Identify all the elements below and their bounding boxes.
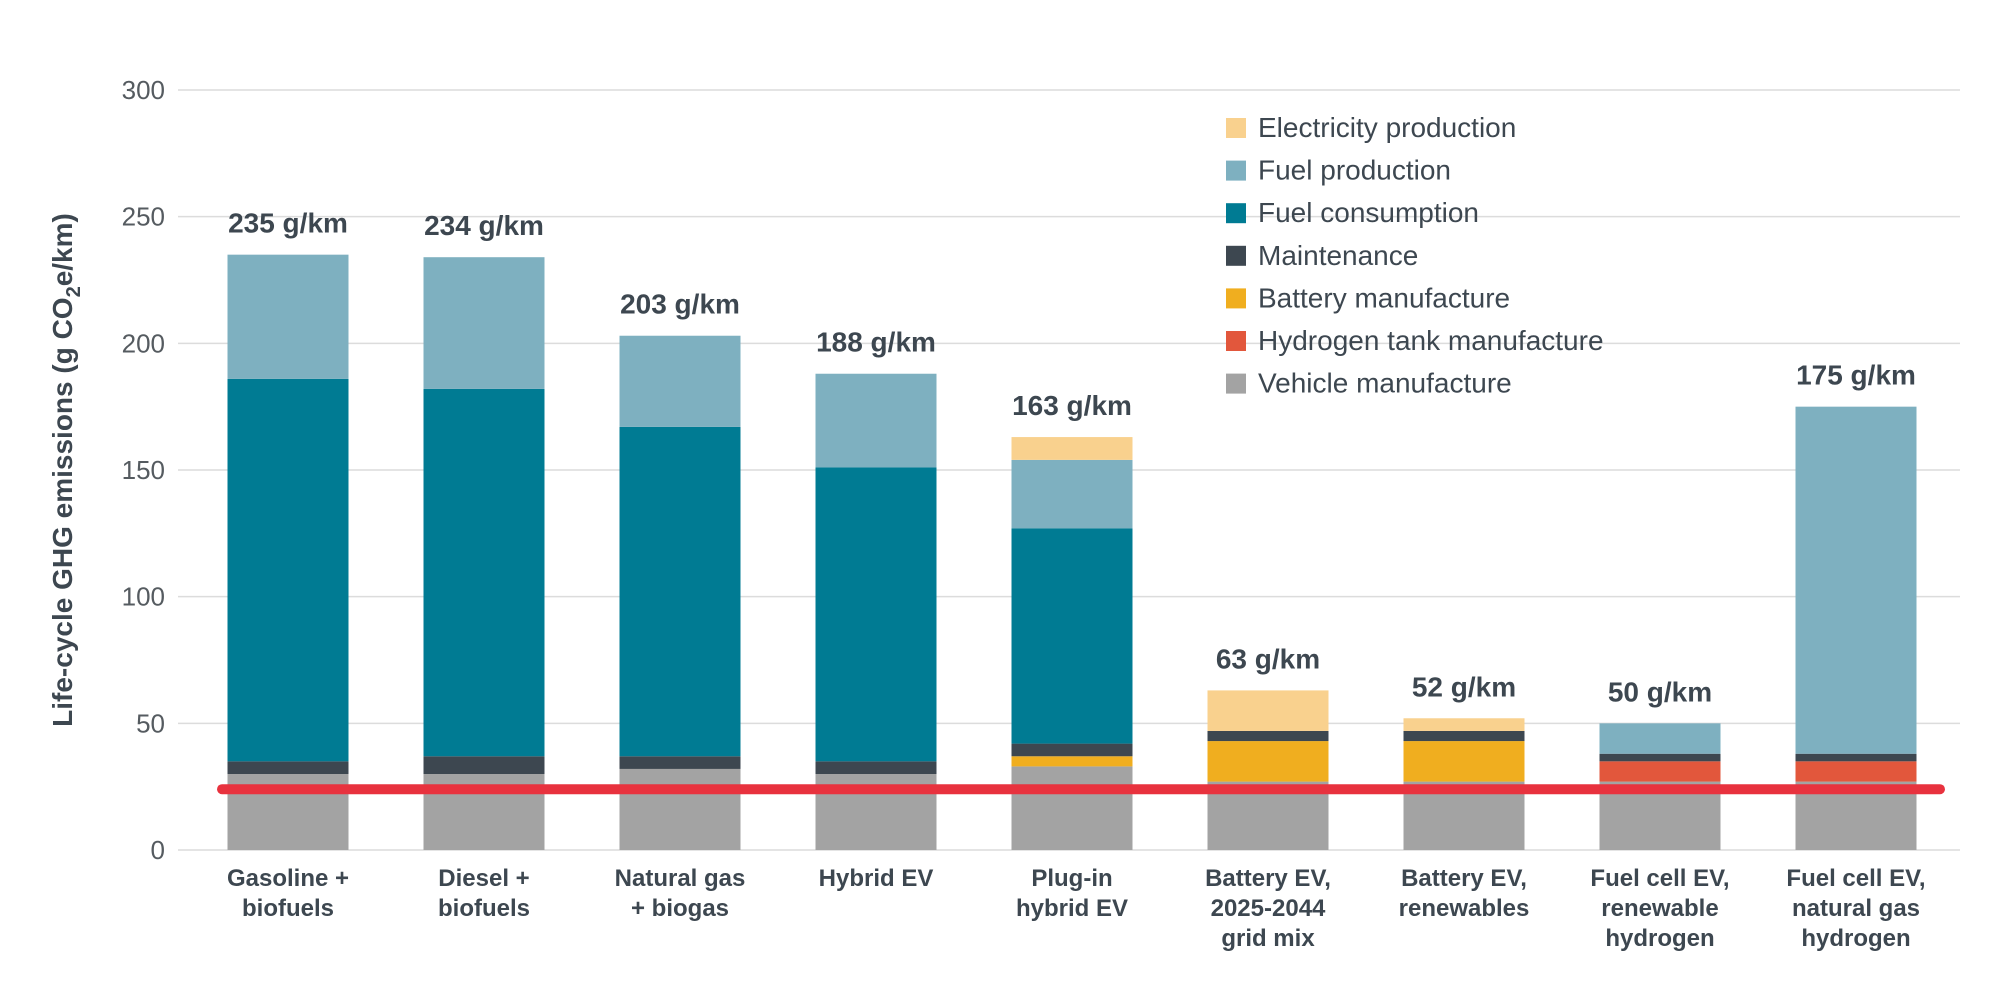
bars: [227, 254, 1917, 850]
bar-segment-hydrogen-tank-manufacture: [1795, 761, 1917, 782]
bar-total-label: 175 g/km: [1796, 360, 1916, 391]
bar-segment-fuel-production: [227, 254, 349, 379]
bar-segment-fuel-production: [1011, 459, 1133, 529]
y-tick-label: 250: [122, 202, 165, 232]
legend-swatch: [1226, 203, 1246, 224]
bar-segment-electricity-production: [1403, 718, 1525, 731]
total-labels: 235 g/km 234 g/km 203 g/km 188 g/km 163 g/km…: [228, 208, 1916, 708]
legend-label: Battery manufacture: [1258, 282, 1510, 313]
x-category-label: Fuel cell EV, natural gas hydrogen: [1786, 865, 1925, 952]
bar-segment-fuel-production: [423, 257, 545, 389]
bar-segment-hydrogen-tank-manufacture: [1599, 761, 1721, 782]
bar-segment-electricity-production: [1011, 437, 1133, 460]
x-category-label: Hybrid EV: [819, 865, 934, 892]
bar-segment-maintenance: [619, 756, 741, 769]
bar-segment-fuel-consumption: [423, 388, 545, 757]
legend-label: Hydrogen tank manufacture: [1258, 325, 1604, 356]
y-tick-label: 0: [151, 835, 165, 865]
x-category-label: Diesel + biofuels: [438, 865, 530, 922]
bar-total-label: 50 g/km: [1608, 676, 1712, 707]
legend-swatch: [1226, 331, 1246, 351]
bar-total-label: 163 g/km: [1012, 390, 1132, 421]
legend-swatch: [1226, 373, 1246, 394]
legend-label: Electricity production: [1258, 112, 1516, 143]
legend-swatch: [1226, 288, 1246, 309]
y-tick-label: 150: [122, 455, 165, 485]
bar-segment-fuel-production: [1599, 723, 1721, 754]
y-tick-label: 200: [122, 328, 165, 358]
bar-segment-battery-manufacture: [1011, 756, 1133, 767]
bar-total-label: 63 g/km: [1216, 643, 1320, 674]
legend-label: Vehicle manufacture: [1258, 368, 1512, 399]
legend-label: Fuel production: [1258, 155, 1451, 186]
legend-swatch: [1226, 245, 1246, 266]
legend-swatch: [1226, 160, 1246, 181]
legend: Electricity production Fuel production Fue…: [1226, 112, 1604, 399]
bar-segment-vehicle-manufacture: [1011, 766, 1133, 850]
bar-total-label: 234 g/km: [424, 210, 544, 241]
x-category-label: Fuel cell EV, renewable hydrogen: [1590, 865, 1729, 952]
legend-swatch: [1226, 118, 1246, 138]
bar-segment-fuel-production: [815, 373, 937, 468]
category-labels: Gasoline + biofuels Diesel + biofuels Natura…: [227, 865, 1926, 952]
bar-segment-maintenance: [1599, 753, 1721, 762]
bar-segment-fuel-consumption: [227, 378, 349, 762]
x-category-label: Battery EV, renewables: [1399, 865, 1530, 922]
bar-segment-battery-manufacture: [1207, 741, 1329, 782]
x-category-label: Natural gas + biogas: [615, 865, 746, 922]
bar-segment-fuel-production: [619, 335, 741, 427]
bar-segment-maintenance: [1795, 753, 1917, 762]
bar-segment-electricity-production: [1207, 690, 1329, 731]
bar-segment-maintenance: [1207, 730, 1329, 742]
bar-segment-fuel-consumption: [1011, 528, 1133, 744]
x-category-label: Battery EV, 2025-2044 grid mix: [1205, 865, 1331, 952]
bar-segment-fuel-consumption: [815, 467, 937, 762]
x-category-label: Gasoline + biofuels: [227, 865, 349, 922]
y-tick-label: 100: [122, 582, 165, 612]
legend-label: Fuel consumption: [1258, 197, 1479, 228]
bar-segment-maintenance: [1403, 730, 1525, 742]
y-tick-label: 300: [122, 75, 165, 105]
y-axis-title: Life-cycle GHG emissions (g CO2e/km): [47, 213, 85, 727]
bar-total-label: 188 g/km: [816, 327, 936, 358]
bar-segment-maintenance: [423, 756, 545, 774]
bar-segment-maintenance: [227, 761, 349, 774]
bar-segment-maintenance: [1011, 743, 1133, 757]
legend-label: Maintenance: [1258, 240, 1418, 271]
x-category-label: Plug-in hybrid EV: [1016, 865, 1128, 922]
bar-total-label: 203 g/km: [620, 289, 740, 320]
y-tick-label: 50: [136, 708, 165, 738]
bar-total-label: 235 g/km: [228, 208, 348, 239]
bar-segment-fuel-production: [1795, 406, 1917, 754]
bar-segment-battery-manufacture: [1403, 741, 1525, 782]
bar-total-label: 52 g/km: [1412, 671, 1516, 702]
bar-segment-vehicle-manufacture: [619, 768, 741, 850]
bar-segment-fuel-consumption: [619, 426, 741, 757]
bar-segment-maintenance: [815, 761, 937, 774]
y-axis-ticks: 0 50 100 150 200 250 300: [122, 75, 165, 865]
